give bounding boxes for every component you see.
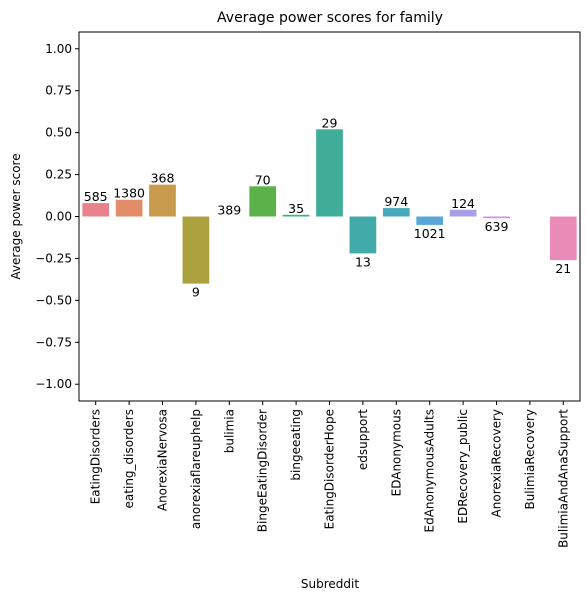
y-tick-label: −0.75 xyxy=(35,335,72,349)
bar xyxy=(416,216,444,225)
x-axis-label: Subreddit xyxy=(301,577,359,591)
bar-data-label: 9 xyxy=(192,285,200,300)
bar-data-label: 21 xyxy=(555,261,571,276)
y-tick-label: −0.50 xyxy=(35,293,72,307)
x-tick-label: edsupport xyxy=(356,409,370,470)
bar xyxy=(483,216,510,219)
plot-frame xyxy=(78,31,581,402)
bar-data-label: 29 xyxy=(322,115,338,130)
y-tick-label: 0.00 xyxy=(45,210,72,224)
y-tick-label: 0.50 xyxy=(45,126,72,140)
chart-title: Average power scores for family xyxy=(217,10,443,26)
bar-data-label: 70 xyxy=(255,172,271,187)
x-tick-label: BingeEatingDisorder xyxy=(256,409,270,532)
bar xyxy=(115,199,143,217)
x-tick-label: BulimiaAndAnaSupport xyxy=(556,409,570,548)
bar xyxy=(316,129,343,217)
bar xyxy=(149,184,176,217)
bar xyxy=(449,209,477,217)
bar-data-label: 35 xyxy=(288,201,304,216)
x-tick-label: EDRecovery_public xyxy=(456,409,470,524)
x-tick-label: AnorexiaRecovery xyxy=(490,409,504,517)
bar xyxy=(182,216,210,284)
x-tick-label: BulimiaRecovery xyxy=(523,409,537,510)
y-tick-label: 0.75 xyxy=(45,84,72,98)
x-tick-label: anorexiaflareuphelp xyxy=(189,409,203,529)
bar-data-label: 639 xyxy=(485,219,509,234)
bar xyxy=(549,216,577,261)
bar-data-label: 389 xyxy=(217,203,241,218)
x-tick-label: EdAnonymousAdults xyxy=(423,409,437,532)
y-tick-label: 0.25 xyxy=(45,168,72,182)
bar-data-label: 585 xyxy=(84,189,108,204)
bar-data-label: 1380 xyxy=(113,186,145,201)
x-tick-label: AnorexiaNervosa xyxy=(156,409,170,511)
bar xyxy=(249,186,277,217)
bar xyxy=(82,203,110,217)
bars-group xyxy=(82,129,577,284)
y-tick-label: −0.25 xyxy=(35,251,72,265)
y-tick-label: −1.00 xyxy=(35,377,72,391)
data-labels-group: 585 1380 368 9 389 70 35 29 13 974 1021 124 639 21 xyxy=(84,115,571,299)
bar-data-label: 124 xyxy=(451,196,475,211)
bar-data-label: 13 xyxy=(355,254,371,269)
y-tick-label: 1.00 xyxy=(45,42,72,56)
x-tick-label: eating_disorders xyxy=(122,409,136,508)
x-tick-label: EatingDisorderHope xyxy=(323,409,337,529)
bar xyxy=(349,216,377,254)
x-tick-label: bulimia xyxy=(222,409,236,453)
bar xyxy=(382,208,410,217)
x-axis: EatingDisorders eating_disorders AnorexiaN… xyxy=(89,401,570,548)
y-axis-label: Average power score xyxy=(9,153,23,279)
bar xyxy=(282,214,310,217)
x-tick-label: bingeeating xyxy=(289,409,303,481)
x-tick-label: EatingDisorders xyxy=(89,409,103,504)
bar-data-label: 368 xyxy=(151,171,175,186)
bar-data-label: 974 xyxy=(384,194,408,209)
y-axis: −1.00 −0.75 −0.50 −0.25 0.00 0.25 0.50 0.75 1.00 xyxy=(35,42,79,391)
x-tick-label: EDAnonymous xyxy=(389,409,403,496)
bar-data-label: 1021 xyxy=(414,226,446,241)
